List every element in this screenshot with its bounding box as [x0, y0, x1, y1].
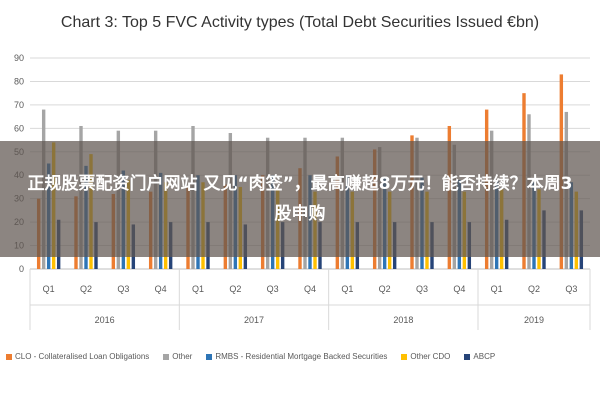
legend-swatch — [6, 353, 12, 360]
x-tick-label: Q3 — [565, 284, 577, 294]
x-group-label: 2016 — [95, 315, 115, 325]
legend-item: RMBS - Residential Mortgage Backed Secur… — [206, 352, 387, 361]
legend-swatch — [401, 353, 408, 360]
legend-item: Other CDO — [401, 352, 450, 361]
x-tick-label: Q3 — [416, 284, 428, 294]
x-tick-label: Q3 — [267, 284, 279, 294]
x-tick-label: Q1 — [192, 284, 204, 294]
x-group-label: 2017 — [244, 315, 264, 325]
y-tick-label: 60 — [14, 123, 24, 133]
chart-legend: CLO - Collateralised Loan Obligations Oth… — [6, 352, 596, 361]
legend-label: Other CDO — [410, 352, 451, 361]
legend-swatch — [163, 353, 170, 360]
y-tick-label: 0 — [19, 264, 24, 274]
x-tick-label: Q4 — [304, 284, 316, 294]
x-tick-label: Q2 — [80, 284, 92, 294]
x-axis: Q1 Q2 Q3 Q4 Q1 Q2 Q3 Q4 Q1 Q2 Q3 Q4 Q1 Q2 Q3 2016 2017 20… — [29, 269, 591, 330]
x-tick-label: Q1 — [43, 284, 55, 294]
x-tick-label: Q2 — [229, 284, 241, 294]
headline-text: 正规股票配资门户网站 又见“肉签”，最高赚超8万元！能否持续？本周3股申购 — [27, 174, 573, 224]
legend-item: ABCP — [464, 352, 495, 361]
x-tick-label: Q2 — [379, 284, 391, 294]
x-tick-label: Q4 — [155, 284, 167, 294]
legend-label: RMBS - Residential Mortgage Backed Secur… — [215, 352, 388, 361]
x-tick-label: Q1 — [341, 284, 353, 294]
x-group-label: 2019 — [524, 315, 544, 325]
x-tick-label: Q4 — [453, 284, 465, 294]
legend-swatch — [206, 353, 213, 360]
y-tick-label: 80 — [14, 76, 24, 86]
y-tick-label: 70 — [14, 100, 24, 110]
legend-label: Other — [172, 352, 193, 361]
chart-title: Chart 3: Top 5 FVC Activity types (Total… — [60, 14, 540, 31]
legend-item: CLO - Collateralised Loan Obligations — [6, 352, 149, 361]
y-tick-label: 90 — [14, 53, 24, 63]
article-headline-banner[interactable]: 正规股票配资门户网站 又见“肉签”，最高赚超8万元！能否持续？本周3股申购 — [0, 141, 600, 257]
legend-item: Other — [163, 352, 192, 361]
x-tick-label: Q3 — [117, 284, 129, 294]
legend-label: CLO - Collateralised Loan Obligations — [15, 352, 150, 361]
legend-label: ABCP — [473, 352, 496, 361]
x-tick-label: Q1 — [491, 284, 503, 294]
x-group-label: 2018 — [393, 315, 413, 325]
legend-swatch — [464, 353, 471, 360]
x-tick-label: Q2 — [528, 284, 540, 294]
